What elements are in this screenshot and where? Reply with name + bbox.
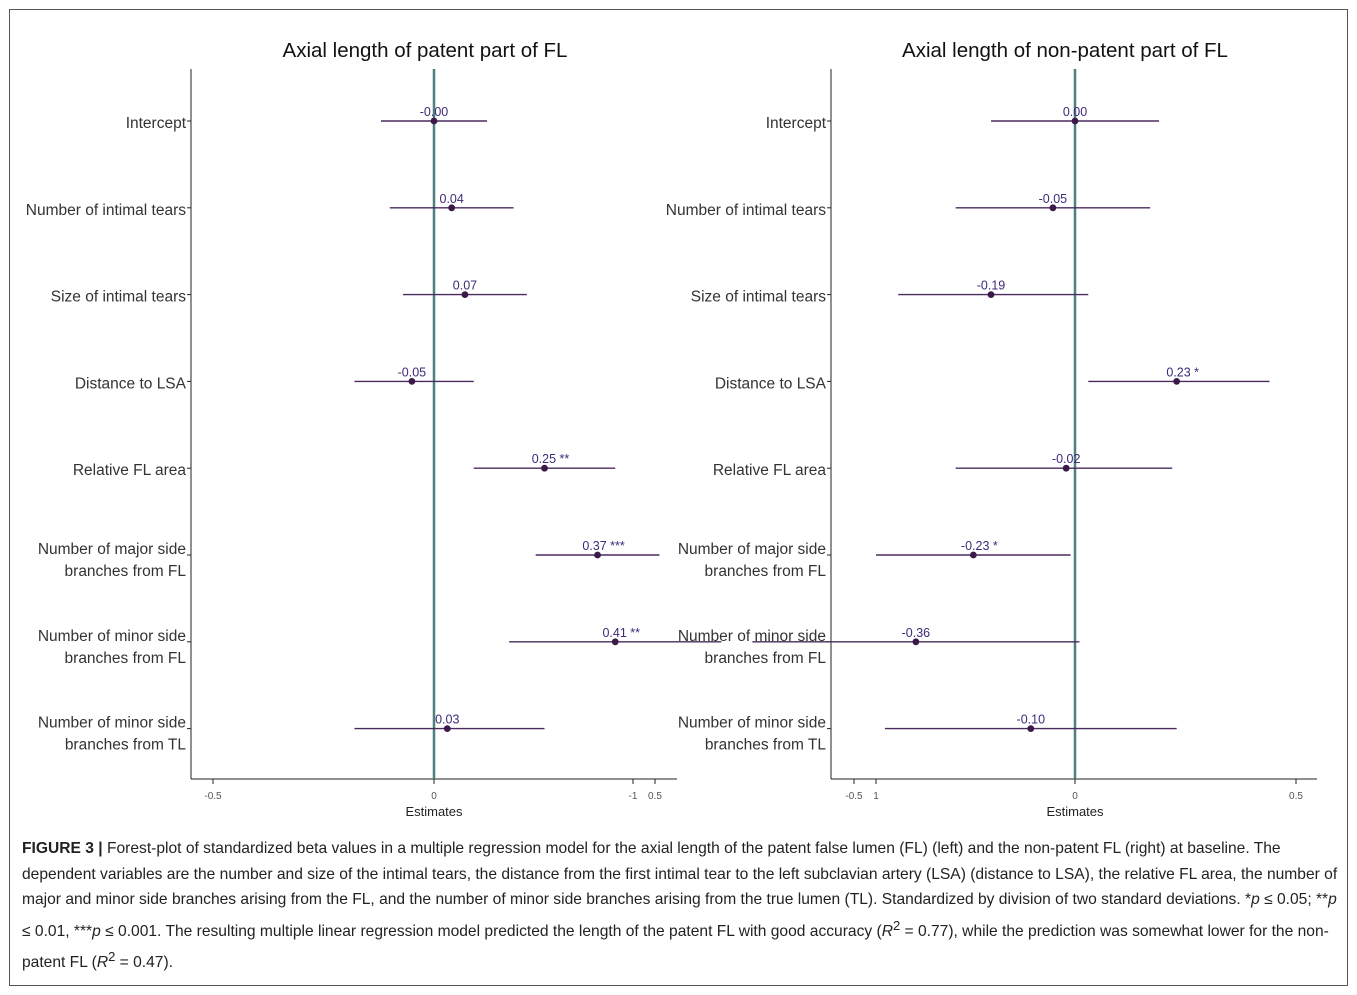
row-label: Distance to LSA: [715, 375, 827, 392]
caption-text: ≤ 0.05; **: [1259, 891, 1329, 908]
estimate-point: [541, 464, 548, 472]
value-label: -0.05: [398, 365, 427, 379]
value-label: 0.25 **: [532, 452, 570, 466]
value-label: 0.00: [1063, 105, 1087, 119]
row-label: branches from TL: [65, 737, 187, 754]
row-label: Relative FL area: [713, 462, 827, 479]
value-label: 0.03: [435, 713, 459, 727]
row-label: branches from FL: [705, 563, 827, 580]
row-label: branches from FL: [65, 563, 187, 580]
estimate-point: [1062, 464, 1070, 472]
chart-title: Axial length of patent part of FL: [283, 39, 568, 62]
caption-text: = 0.47).: [115, 954, 173, 972]
x-tick-label: 0: [1072, 791, 1078, 802]
value-label: 0.04: [440, 192, 464, 206]
estimate-point: [443, 725, 451, 732]
row-label: Intercept: [766, 115, 827, 132]
estimate-point: [594, 551, 601, 559]
forest-plots: Axial length of patent part of FL -1 -0.5 0…: [26, 39, 1317, 819]
caption-text: ≤ 0.01, ***: [22, 922, 93, 940]
row-label: Number of minor side: [678, 628, 826, 645]
x-tick-label: -0.5: [845, 791, 863, 802]
value-label: -0.05: [1039, 192, 1068, 206]
value-label: -0.02: [1052, 452, 1081, 466]
caption-superscript: 2: [108, 949, 116, 965]
x-tick-label: 0.5: [648, 791, 662, 802]
value-label: 0.23 *: [1166, 365, 1199, 379]
value-label: 0.41 **: [602, 626, 640, 640]
caption-superscript: 2: [892, 917, 901, 933]
estimate-point: [969, 551, 977, 559]
row-label: Number of intimal tears: [666, 202, 826, 219]
row-label: branches from FL: [705, 650, 827, 667]
estimate-point: [611, 638, 619, 646]
row-label: Size of intimal tears: [691, 289, 826, 306]
caption-r-symbol: R: [96, 954, 109, 972]
estimate-point: [448, 204, 456, 212]
estimate-point: [1071, 117, 1079, 125]
x-tick-label: 1: [873, 791, 879, 802]
caption-r-symbol: R: [881, 922, 893, 940]
figure-frame: [9, 9, 1348, 986]
estimate-point: [987, 291, 995, 298]
caption-text: = 0.77), while the prediction was somewh…: [22, 922, 1329, 972]
figure-label: FIGURE 3 |: [22, 840, 103, 857]
caption-p-symbol: p: [92, 922, 101, 940]
caption-text: Forest-plot of standardized beta values …: [22, 840, 1338, 908]
row-label: branches from TL: [705, 737, 827, 754]
row-label: Number of intimal tears: [26, 202, 186, 219]
estimate-point: [1173, 378, 1181, 385]
value-label: -0.36: [902, 626, 931, 640]
row-label: Number of minor side: [38, 628, 186, 645]
figure-caption: FIGURE 3 | Forest-plot of standardized b…: [22, 836, 1340, 976]
estimate-point: [430, 117, 438, 125]
chart-title: Axial length of non-patent part of FL: [902, 39, 1228, 62]
row-label: Number of minor side: [678, 715, 826, 732]
x-axis-label: Estimates: [405, 804, 463, 819]
row-label: Relative FL area: [73, 462, 187, 479]
estimate-point: [1049, 204, 1057, 212]
row-label: Distance to LSA: [75, 375, 187, 392]
x-tick-label: -1: [629, 791, 638, 802]
row-label: Intercept: [126, 115, 187, 132]
caption-p-symbol: p: [1251, 891, 1260, 908]
caption-p-symbol: p: [1328, 891, 1337, 908]
estimate-point: [461, 291, 469, 298]
value-label: 0.07: [453, 279, 477, 293]
value-label: -0.10: [1017, 713, 1046, 727]
x-tick-label: -0.5: [204, 791, 222, 802]
row-label: Number of major side: [38, 541, 186, 558]
estimate-point: [1027, 725, 1035, 732]
row-label: Number of minor side: [38, 715, 186, 732]
row-label: branches from FL: [65, 650, 187, 667]
row-label: Size of intimal tears: [51, 289, 186, 306]
x-axis-label: Estimates: [1046, 804, 1104, 819]
value-label: 0.37 ***: [582, 539, 625, 553]
value-label: -0.00: [420, 105, 449, 119]
caption-text: ≤ 0.001. The resulting multiple linear r…: [100, 922, 882, 940]
value-label: -0.23 *: [961, 539, 998, 553]
estimate-point: [408, 378, 416, 385]
x-tick-label: 0.5: [1289, 791, 1303, 802]
estimate-point: [912, 638, 920, 646]
row-label: Number of major side: [678, 541, 826, 558]
value-label: -0.19: [977, 279, 1006, 293]
x-tick-label: 0: [431, 791, 437, 802]
